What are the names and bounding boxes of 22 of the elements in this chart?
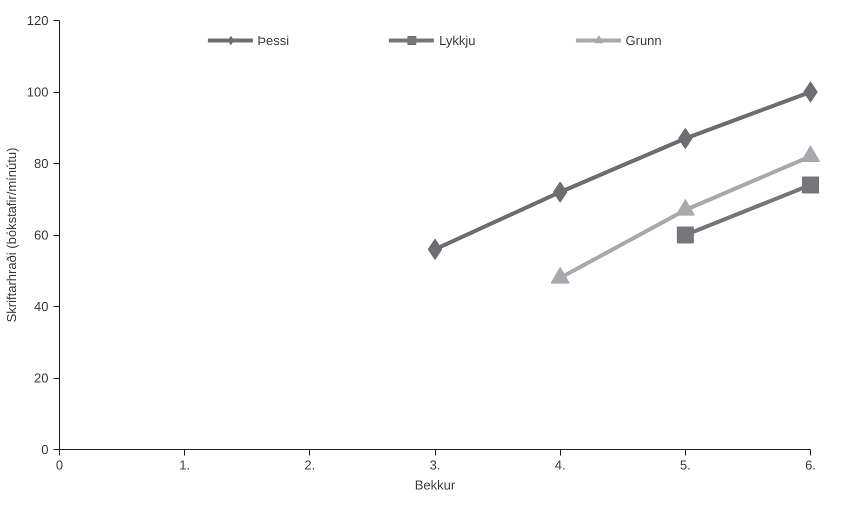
y-tick-label: 80 — [34, 156, 49, 171]
point — [676, 226, 694, 244]
y-tick-label: 60 — [34, 228, 49, 242]
point — [802, 176, 819, 194]
y-tick-label: 120 — [26, 13, 49, 28]
x-axis-title: Bekkur — [414, 478, 456, 492]
legend-label: Grunn — [626, 32, 662, 48]
x-tick-label: 0 — [56, 458, 64, 472]
x-tick-label: 2. — [304, 458, 316, 472]
y-tick-label: 40 — [34, 299, 49, 314]
y-tick-label: 0 — [41, 442, 49, 457]
x-tick-label: 4. — [554, 458, 566, 472]
x-tick-label: 1. — [179, 458, 190, 472]
y-tick-label: 100 — [26, 84, 49, 100]
x-tick-label: 3. — [430, 458, 440, 472]
legend-label: Lykkju — [439, 32, 476, 48]
x-tick-label: 5. — [680, 458, 691, 472]
y-axis-title: Skriftarhraði (bókstafir/mínútu) — [4, 148, 19, 322]
point — [803, 82, 818, 102]
x-tick-label: 6. — [805, 458, 816, 472]
legend-label: Þessi — [257, 32, 290, 48]
y-tick-label: 20 — [34, 370, 49, 386]
